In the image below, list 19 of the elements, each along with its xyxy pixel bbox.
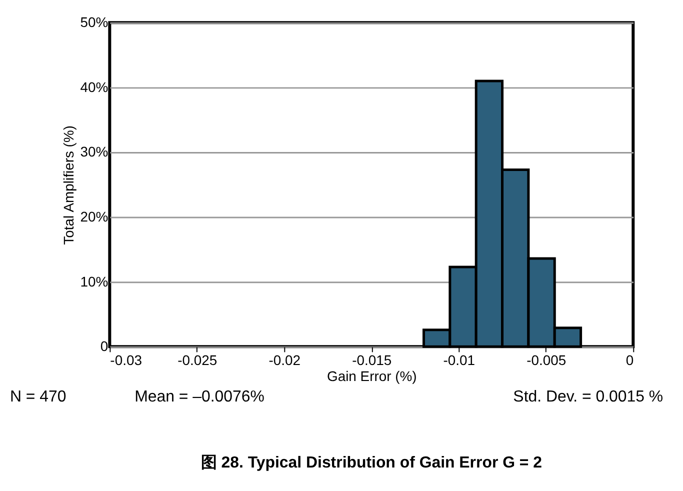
y-tick-label: 10% — [80, 273, 108, 290]
x-tick-label: -0.005 — [526, 352, 566, 368]
x-tick-label: -0.015 — [352, 352, 392, 368]
x-axis-title: Gain Error (%) — [326, 368, 417, 384]
x-tick-label: -0.03 — [110, 352, 142, 368]
y-tick-label: 40% — [80, 78, 108, 95]
y-tick-label: 20% — [80, 208, 108, 225]
x-tick-label: -0.01 — [443, 352, 476, 368]
text: N = 470 — [10, 388, 66, 406]
y-axis-title: Total Amplifiers (%) — [60, 126, 76, 245]
y-tick-label: 50% — [80, 14, 108, 30]
text: Std. Dev. = 0.0015 % — [513, 388, 664, 406]
text: Mean = –0.0076% — [134, 388, 264, 406]
text: 图 28. Typical Distribution of Gain Error G = 2 — [200, 454, 542, 472]
x-tick-label: -0.02 — [268, 352, 301, 368]
x-tick-label: 0 — [626, 352, 634, 368]
x-tick-label: -0.025 — [178, 352, 218, 368]
y-tick-label: 30% — [80, 144, 108, 160]
y-tick-label: 0 — [100, 338, 108, 354]
